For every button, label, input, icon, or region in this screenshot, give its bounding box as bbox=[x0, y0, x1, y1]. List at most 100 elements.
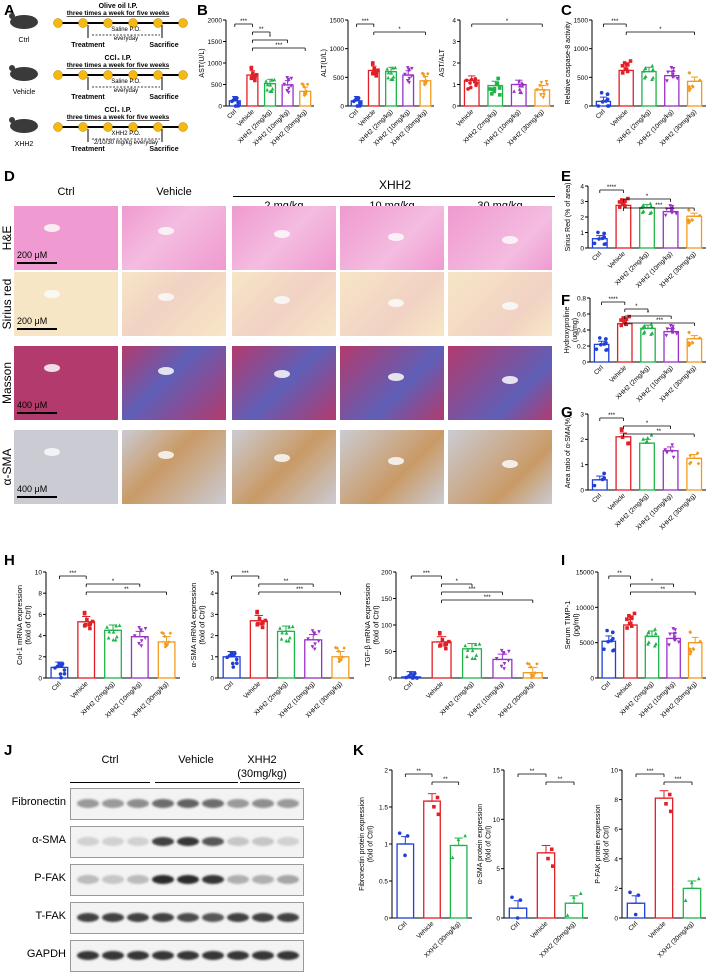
data-point bbox=[373, 70, 378, 75]
y-axis-label: (fold of Ctrl) bbox=[368, 826, 375, 863]
y-tick-label: 2 bbox=[452, 61, 456, 68]
y-tick-label: 0 bbox=[584, 104, 588, 111]
micrograph bbox=[448, 206, 552, 270]
scale-bar bbox=[17, 328, 57, 330]
sig-stars: *** bbox=[69, 571, 77, 577]
sig-stars: ** bbox=[558, 777, 563, 783]
data-point bbox=[143, 636, 148, 640]
sig-stars: *** bbox=[611, 19, 619, 25]
data-point bbox=[114, 623, 118, 628]
treatment-label: Treatment bbox=[71, 42, 105, 49]
vessel-lumen bbox=[274, 370, 290, 378]
data-point bbox=[609, 638, 614, 643]
data-point bbox=[393, 65, 398, 70]
data-point bbox=[87, 622, 91, 627]
blot-group-label: XHH2 bbox=[247, 754, 277, 766]
blot-band bbox=[277, 875, 299, 884]
data-point bbox=[250, 75, 254, 80]
data-point bbox=[269, 89, 274, 94]
data-point bbox=[676, 640, 681, 645]
data-point bbox=[290, 624, 295, 629]
data-point bbox=[280, 630, 284, 635]
y-axis-label: Fibronectin protein expression bbox=[359, 797, 366, 891]
data-point bbox=[607, 104, 611, 108]
y-tick-label: 0 bbox=[582, 360, 586, 367]
dose-dot bbox=[153, 70, 163, 80]
bar bbox=[510, 83, 527, 107]
y-tick-label: 2 bbox=[580, 437, 584, 444]
data-point bbox=[687, 70, 692, 75]
data-point bbox=[698, 639, 703, 644]
y-axis-label: Sirius Red (% of area) bbox=[565, 183, 572, 252]
sig-stars: *** bbox=[296, 587, 304, 593]
data-point bbox=[340, 655, 345, 659]
data-point bbox=[518, 898, 523, 902]
sig-stars: *** bbox=[656, 318, 664, 324]
blot-band bbox=[252, 913, 274, 922]
data-point bbox=[604, 337, 608, 341]
data-point bbox=[510, 895, 514, 900]
bar bbox=[534, 89, 551, 107]
panel-label-k: K bbox=[353, 742, 364, 759]
data-point bbox=[546, 856, 550, 861]
micrograph bbox=[340, 206, 444, 270]
data-point bbox=[496, 76, 500, 81]
data-point bbox=[251, 71, 255, 76]
y-axis-label: α-SMA protein expression bbox=[477, 804, 484, 884]
category-label: Vehicle bbox=[455, 108, 475, 128]
vessel-lumen bbox=[502, 376, 518, 384]
micrograph bbox=[448, 430, 552, 504]
y-tick-label: 0 bbox=[38, 676, 42, 683]
y-tick-label: 1 bbox=[452, 82, 456, 89]
data-point bbox=[495, 81, 500, 86]
micrograph bbox=[122, 272, 226, 336]
micrograph bbox=[232, 206, 336, 270]
data-point bbox=[627, 613, 631, 618]
data-point bbox=[53, 666, 57, 670]
data-point bbox=[303, 92, 308, 97]
y-tick-label: 10 bbox=[493, 817, 501, 824]
data-point bbox=[62, 668, 67, 672]
data-point bbox=[286, 78, 291, 83]
blot-band bbox=[77, 951, 99, 960]
data-point bbox=[628, 59, 633, 63]
chart-pfak-protein: 0 2 4 6 8 10 P-FAK protein expression (fold of … bbox=[595, 768, 706, 959]
bar bbox=[104, 629, 122, 679]
y-axis-label: (fold of Ctrl) bbox=[24, 605, 33, 645]
data-point bbox=[539, 80, 544, 85]
data-point bbox=[529, 672, 534, 677]
blot-band bbox=[102, 875, 124, 884]
data-point bbox=[628, 890, 632, 895]
y-tick-label: 2 bbox=[580, 215, 584, 222]
ip-label: CCl₄ I.P. bbox=[105, 107, 132, 114]
sig-stars: * bbox=[269, 35, 272, 41]
micrograph bbox=[232, 346, 336, 420]
micrograph bbox=[122, 206, 226, 270]
data-point bbox=[673, 635, 677, 639]
data-point bbox=[139, 644, 144, 648]
data-point bbox=[696, 876, 701, 881]
panel-label-e: E bbox=[561, 168, 572, 185]
data-point bbox=[473, 642, 478, 647]
data-point bbox=[289, 76, 294, 81]
data-point bbox=[645, 436, 650, 440]
y-tick-label: 0.6 bbox=[577, 312, 586, 319]
category-label: Vehicle bbox=[648, 920, 668, 940]
blot-band bbox=[202, 837, 224, 846]
blot-group-label: Ctrl bbox=[101, 754, 119, 766]
data-point bbox=[670, 329, 675, 333]
blot-strip bbox=[70, 864, 304, 896]
data-point bbox=[143, 626, 148, 631]
data-point bbox=[336, 649, 341, 653]
y-axis-label: Relative caspase-8 activity bbox=[565, 21, 572, 104]
data-point bbox=[623, 204, 627, 208]
y-axis-label: ALT(U/L) bbox=[321, 49, 328, 77]
data-point bbox=[231, 665, 236, 669]
data-point bbox=[625, 62, 630, 66]
data-point bbox=[642, 69, 646, 73]
data-point bbox=[688, 652, 692, 656]
category-label: Vehicle bbox=[530, 920, 550, 940]
y-tick-label: 3 bbox=[210, 612, 214, 619]
blot-band bbox=[127, 875, 149, 884]
